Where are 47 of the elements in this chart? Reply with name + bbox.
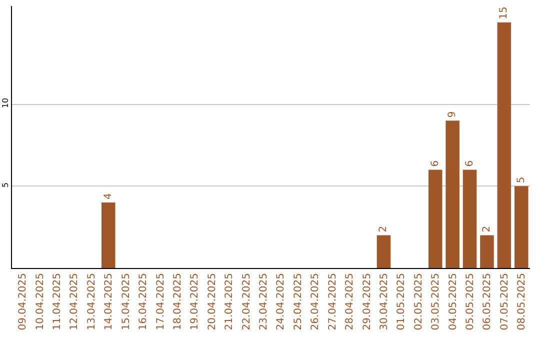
- x-tick-label: 24.04.2025: [276, 273, 287, 330]
- x-tick-label: 26.04.2025: [310, 273, 322, 330]
- x-tick-label: 06.05.2025: [482, 273, 494, 330]
- bar: [101, 202, 116, 268]
- bar: [497, 22, 512, 268]
- x-tick-label: 05.05.2025: [465, 273, 476, 330]
- x-tick-label: 21.04.2025: [224, 273, 236, 330]
- x-tick-label: 02.05.2025: [413, 273, 424, 330]
- x-tick-label: 18.04.2025: [172, 273, 184, 330]
- data-label: 5: [516, 176, 527, 184]
- y-tick-label: 10: [0, 98, 10, 108]
- x-tick-label: 20.04.2025: [206, 273, 218, 330]
- x-tick-label: 12.04.2025: [69, 273, 80, 330]
- x-tick-label: 01.05.2025: [396, 273, 408, 330]
- x-tick-label: 25.04.2025: [292, 273, 304, 330]
- x-tick-label: 14.04.2025: [104, 273, 115, 330]
- x-tick-label: 10.04.2025: [34, 273, 46, 330]
- x-tick-label: 27.04.2025: [327, 273, 338, 330]
- bar: [514, 186, 528, 268]
- data-label: 6: [430, 160, 441, 167]
- x-tick-label: 19.04.2025: [190, 273, 201, 330]
- bar: [480, 235, 494, 268]
- bar: [376, 235, 391, 268]
- data-label: 2: [481, 226, 492, 232]
- data-label: 6: [464, 160, 476, 167]
- x-tick-label: 08.05.2025: [516, 273, 528, 330]
- data-label: 9: [447, 111, 458, 118]
- data-label: 15: [498, 6, 510, 20]
- x-tick-label: 16.04.2025: [138, 273, 150, 330]
- bar: [446, 120, 460, 268]
- x-tick-label: 13.04.2025: [86, 273, 98, 330]
- x-tick-label: 09.04.2025: [18, 273, 29, 330]
- x-tick-label: 07.05.2025: [499, 273, 510, 330]
- data-label: 4: [102, 193, 114, 200]
- x-tick-label: 03.05.2025: [430, 273, 442, 330]
- data-label: 2: [378, 226, 390, 232]
- x-tick-label: 29.04.2025: [362, 273, 373, 330]
- x-tick-label: 15.04.2025: [120, 273, 132, 330]
- bar: [428, 170, 442, 268]
- x-tick-label: 04.05.2025: [448, 273, 459, 330]
- x-tick-label: 17.04.2025: [155, 273, 166, 330]
- x-tick-label: 22.04.2025: [241, 273, 252, 330]
- x-tick-label: 30.04.2025: [378, 273, 390, 330]
- bar: [462, 170, 477, 268]
- x-tick-label: 28.04.2025: [344, 273, 356, 330]
- x-tick-label: 11.04.2025: [52, 273, 63, 330]
- x-tick-label: 23.04.2025: [258, 273, 270, 330]
